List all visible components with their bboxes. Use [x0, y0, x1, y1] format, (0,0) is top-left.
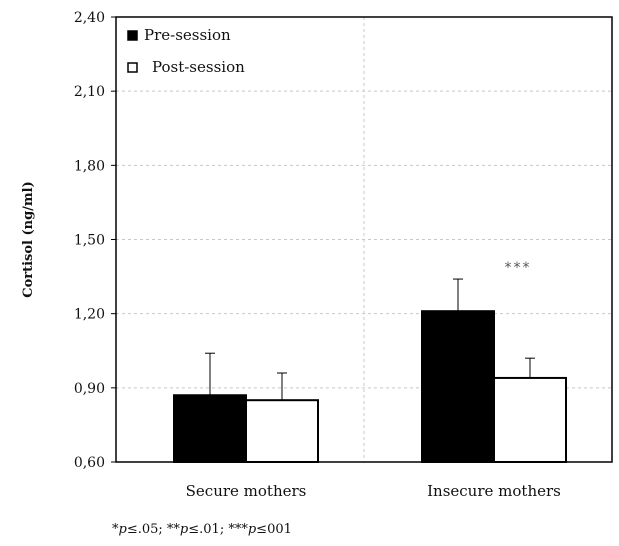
- grid-lines: [116, 17, 612, 462]
- significance-annotation: ***: [505, 260, 532, 276]
- y-tick-label: 0,60: [74, 455, 105, 471]
- y-tick-label: 2,10: [74, 84, 105, 100]
- y-axis-label: Cortisol (ng/ml): [21, 181, 36, 298]
- significance-footnote: *p≤.05; **p≤.01; ***p≤001: [112, 522, 292, 537]
- error-bars-group: [205, 278, 535, 401]
- legend: Pre-session Post-session: [127, 26, 245, 76]
- bars-group: [173, 310, 567, 464]
- bar-pre-session-2: [421, 310, 495, 464]
- y-axis-ticks: 0,60 0,90 1,20 1,50 1,80 2,10 2,40: [74, 10, 116, 471]
- legend-label-pre-session: Pre-session: [144, 26, 231, 44]
- y-tick-label: 1,20: [74, 307, 105, 323]
- legend-swatch-post-session: [127, 62, 138, 73]
- y-tick-label: 1,80: [74, 158, 105, 174]
- legend-swatch-pre-session: [127, 30, 138, 41]
- y-tick-label: 0,90: [74, 381, 105, 397]
- x-category-label: Secure mothers: [186, 482, 307, 500]
- annotations: ***: [505, 260, 532, 276]
- x-axis-categories: Secure mothers Insecure mothers: [186, 482, 561, 500]
- bar-pre-session-1: [173, 394, 247, 463]
- bar-post-session-2: [493, 376, 567, 464]
- legend-label-post-session: Post-session: [152, 58, 245, 76]
- y-tick-label: 1,50: [74, 233, 105, 249]
- x-category-label: Insecure mothers: [427, 482, 561, 500]
- y-tick-label: 2,40: [74, 10, 105, 26]
- bar-post-session-1: [245, 399, 319, 464]
